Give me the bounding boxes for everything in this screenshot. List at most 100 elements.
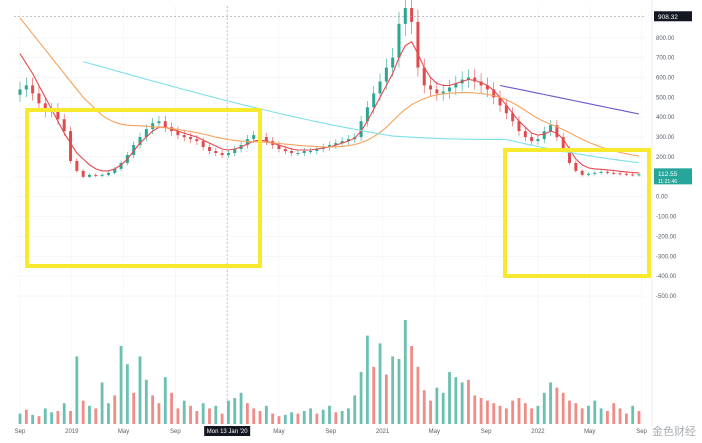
y-tick-label: 800.00 [656,36,675,42]
volume-bar [245,403,249,424]
candle-body [100,174,104,176]
candle-body [605,171,609,173]
candle-body [334,143,338,146]
volume-bar [296,413,300,424]
candle-body [176,131,180,136]
x-tick-label: May [118,429,129,435]
volume-bar [530,408,534,424]
volume-bar [568,400,571,424]
x-tick-label: 2022 [531,429,545,435]
candle-body [62,119,66,132]
volume-bar [208,408,211,424]
volume-bar [125,364,129,424]
volume-bar [580,408,584,424]
candle-body [290,151,294,153]
y-tick-label: 400.00 [656,115,675,121]
volume-bar [315,413,319,424]
y-tick-label: 500.00 [656,95,675,101]
highlight-box [25,108,262,268]
volume-bar [201,403,205,424]
candle-body [340,141,344,144]
candle-body [302,151,306,153]
volume-bar [328,405,331,424]
volume-bar [144,379,148,424]
volume-bar [473,395,477,424]
volume-bar [62,403,66,424]
y-tick-label: 0.00 [656,195,668,201]
candle-body [378,81,382,94]
volume-bar [163,377,167,424]
volume-bar [176,408,180,424]
candle-body [195,139,199,142]
volume-bar [258,411,262,424]
volume-bar [132,392,136,424]
candle-body [264,137,268,142]
volume-bar [454,377,458,424]
candle-body [189,137,193,140]
volume-bar [555,387,559,424]
candle-body [542,131,546,140]
candle-body [75,160,79,171]
volume-bar [170,392,173,424]
crosshair-price-label: 908.32 [658,14,678,21]
last-price-box [654,168,692,185]
volume-bar [100,382,104,424]
volume-bar [277,416,281,424]
candle-body [18,89,22,95]
x-tick-label: 2019 [65,429,79,435]
candle-body [574,162,578,171]
ma-line [19,17,640,157]
volume-bar [75,356,79,424]
volume-bar [88,405,91,424]
candle-body [618,173,622,175]
volume-bar [441,392,445,424]
x-tick-label: Sep [325,429,336,435]
last-price-time: 11:21:46 [658,179,677,185]
volume-bar [435,387,439,424]
candle-body [43,103,47,112]
volume-bar [359,372,363,424]
candle-body [441,91,445,94]
candle-body [561,137,565,150]
y-tick-label: 600.00 [656,76,675,82]
candle-body [328,145,331,148]
volume-bar [43,408,47,424]
candle-body [536,139,540,142]
candle-body [593,172,597,174]
watermark-text: 金色财经 [652,426,696,438]
volume-bar [637,411,641,424]
volume-bar [113,395,117,424]
volume-bar [467,379,470,424]
volume-bar [233,398,237,424]
candle-body [106,172,110,175]
volume-bar [138,356,142,424]
volume-bar [448,372,451,424]
x-tick-label: Sep [170,429,181,435]
candle-body [69,131,73,161]
x-tick-label: Sep [15,429,26,435]
candle-body [94,174,98,176]
volume-bar [271,413,275,424]
candle-body [309,151,313,153]
candle-body [485,85,489,90]
candle-body [523,131,527,138]
candle-body [283,149,287,152]
volume-bar [574,403,578,424]
volume-bar [18,413,22,424]
volume-bar [492,403,496,424]
candle-body [492,89,496,98]
x-tick-label: May [584,429,595,435]
candle-body [201,141,205,148]
volume-bar [599,408,603,424]
volume-bar [31,414,35,424]
volume-bar [227,400,230,424]
volume-bar [422,390,426,424]
volume-bar [536,405,540,424]
volume-bar [549,382,552,424]
y-tick-label: -500.00 [656,294,677,300]
candle-body [315,149,319,152]
volume-bar [460,382,464,424]
candle-body [391,57,395,68]
volume-bar [119,346,123,424]
